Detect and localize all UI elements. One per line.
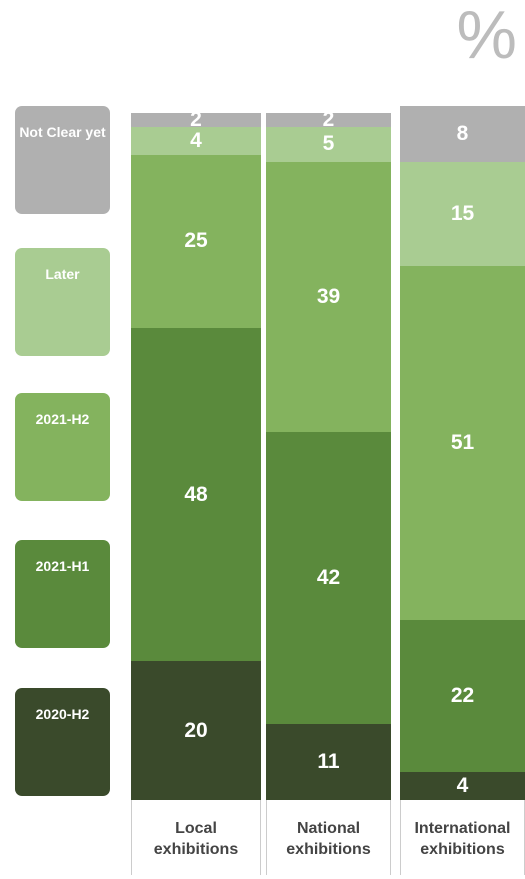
value-label: 11 xyxy=(317,749,340,773)
bar-segment: 42 xyxy=(266,432,391,724)
value-label: 25 xyxy=(184,229,208,253)
value-label: 48 xyxy=(184,482,208,506)
legend-entry: Later xyxy=(15,248,110,356)
value-label: 39 xyxy=(316,284,341,308)
value-label: 20 xyxy=(184,718,208,742)
legend-entry: Not Clear yet xyxy=(15,106,110,214)
legend-entry: 2021-H1 xyxy=(15,540,110,648)
bar-segment: 2 xyxy=(131,108,261,131)
value-label: 2 xyxy=(190,107,202,131)
x-tick-label: Local exhibitions xyxy=(131,800,261,875)
bar-segment: 11 xyxy=(266,723,391,800)
value-label: 2 xyxy=(322,107,335,131)
bar-segment: 4 xyxy=(400,772,525,800)
bar-segment: 8 xyxy=(400,106,525,162)
value-label: 51 xyxy=(450,430,475,454)
x-tick-label: National exhibitions xyxy=(266,800,391,875)
legend-entry: 2020-H2 xyxy=(15,688,110,796)
bar-segment: 22 xyxy=(400,619,525,773)
x-tick-label: International exhibitions xyxy=(400,800,525,875)
value-label: 5 xyxy=(322,132,335,156)
value-label: 8 xyxy=(456,121,469,145)
bar-segment: 20 xyxy=(131,661,261,800)
unit-label: % xyxy=(456,0,517,73)
bar-segment: 25 xyxy=(131,154,261,329)
value-label: 4 xyxy=(456,774,469,798)
value-label: 22 xyxy=(450,683,475,707)
bar-segment: 39 xyxy=(266,161,391,433)
bar-segment: 15 xyxy=(400,161,525,266)
value-label: 15 xyxy=(450,201,475,225)
bar-segment: 51 xyxy=(400,265,525,620)
bar-segment: 48 xyxy=(131,328,261,662)
bar-segment: 4 xyxy=(131,126,261,155)
legend-entry: 2021-H2 xyxy=(15,393,110,501)
bar-segment: 5 xyxy=(266,126,391,162)
bar-segment: 2 xyxy=(266,108,391,131)
value-label: 42 xyxy=(316,565,341,589)
value-label: 4 xyxy=(190,128,202,152)
